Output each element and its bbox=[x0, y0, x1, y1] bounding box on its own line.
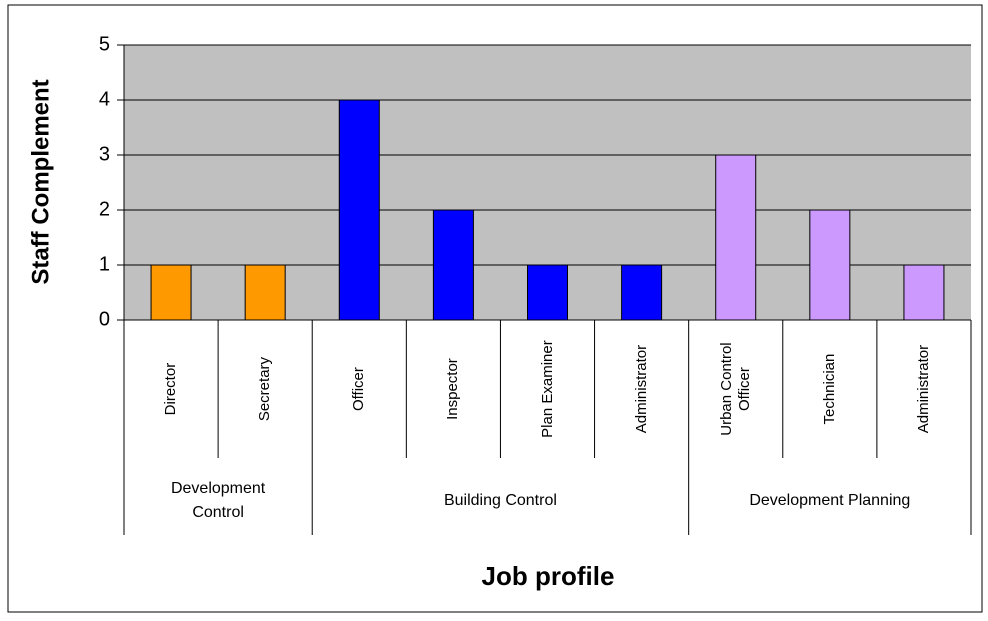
y-tick-label: 5 bbox=[99, 33, 110, 55]
bar bbox=[338, 99, 380, 321]
group-label: Building Control bbox=[443, 492, 557, 509]
x-tick-label: Technician bbox=[820, 353, 838, 425]
bar bbox=[432, 209, 474, 321]
bar bbox=[809, 209, 851, 321]
y-tick-label: 1 bbox=[99, 253, 110, 275]
bar bbox=[903, 264, 945, 321]
x-tick-label: Director bbox=[162, 362, 180, 416]
bar bbox=[715, 154, 757, 321]
bar bbox=[621, 264, 663, 321]
y-tick-label: 0 bbox=[99, 308, 110, 330]
y-tick-label: 2 bbox=[99, 198, 110, 220]
x-axis-label: Job profile bbox=[482, 561, 615, 591]
group-label: Development Planning bbox=[749, 492, 911, 509]
bar bbox=[244, 264, 286, 321]
x-tick-label: Plan Examiner bbox=[538, 340, 556, 438]
group-label: Development Control bbox=[170, 480, 266, 521]
x-tick-label: Inspector bbox=[444, 358, 462, 420]
x-tick-label: Urban Control Officer bbox=[717, 342, 753, 436]
y-tick-label: 3 bbox=[99, 143, 110, 165]
bar bbox=[527, 264, 568, 321]
x-tick-label: Administrator bbox=[632, 344, 650, 434]
x-tick-label: Officer bbox=[350, 367, 368, 411]
y-axis-label: Staff Complement bbox=[27, 79, 54, 284]
x-tick-label: Administrator bbox=[914, 344, 932, 434]
x-tick-label: Secretary bbox=[256, 356, 274, 422]
y-tick-label: 4 bbox=[99, 88, 110, 110]
bar bbox=[150, 264, 192, 321]
